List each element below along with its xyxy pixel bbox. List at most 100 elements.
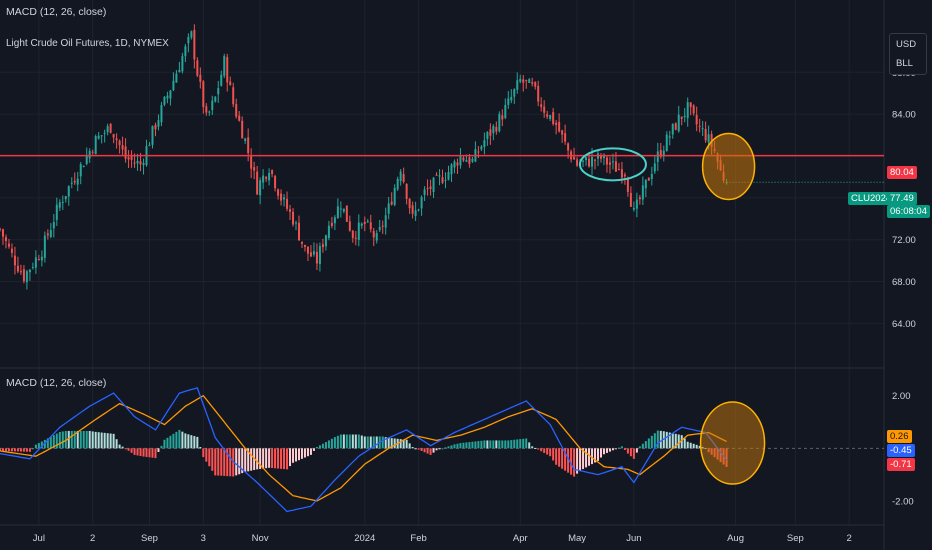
macd-histogram-bar [157,448,160,452]
candle-body [608,162,611,165]
macd-histogram-bar [109,433,112,449]
macd-histogram-bar [238,448,241,475]
macd-histogram-bar [573,448,576,477]
candle-body [617,169,620,171]
candle-body [614,161,617,172]
candle-body [698,126,701,128]
macd-histogram-bar [602,448,605,455]
candle-body [525,79,528,81]
macd-histogram-bar [76,430,79,449]
candle-body [127,157,130,160]
candle-body [549,115,552,119]
macd-histogram-bar [695,444,698,449]
candle-body [498,114,501,132]
candle-body [399,171,402,182]
macd-histogram-bar [507,440,510,449]
x-tick-label: Sep [787,533,804,544]
candle-body [196,60,199,76]
candle-body [238,115,241,121]
candle-body [217,88,220,95]
consolidation-ellipse[interactable] [578,147,647,182]
last-price-tag: 77.49 [887,192,917,205]
top-indicator-label[interactable]: MACD (12, 26, close) [6,6,107,18]
macd-histogram-bar [327,440,330,449]
macd-histogram-bar [286,448,289,470]
candle-body [250,156,253,169]
macd-pane-title[interactable]: MACD (12, 26, close) [6,377,107,389]
macd-histogram-bar [0,448,1,451]
candle-body [34,257,37,268]
macd-histogram-bar [387,437,390,449]
macd-histogram-bar [115,439,118,449]
macd-histogram-bar [372,436,375,449]
candle-body [707,134,710,143]
candle-body [375,233,378,241]
macd-histogram-bar [399,439,402,449]
macd-histogram-bar [537,448,540,450]
macd-histogram-bar [112,433,115,449]
candle-body [94,136,97,155]
candle-body [55,204,58,220]
candle-body [510,96,513,101]
macd-histogram-bar [465,442,468,449]
macd-histogram-bar [130,448,133,453]
macd-histogram-bar [208,448,211,467]
candle-body [468,157,471,164]
candle-body [277,189,280,196]
candle-body [629,192,632,207]
macd-histogram-bar [139,448,142,457]
macd-line [0,386,728,513]
currency-label: USD [896,39,917,50]
macd-line-tag: -0.45 [887,444,915,457]
macd-histogram-bar [516,439,519,449]
candle-body [486,132,489,139]
macd-histogram-bar [292,448,295,463]
macd-histogram-bar [591,448,594,465]
candle-body [591,156,594,167]
x-tick-label: 2024 [354,533,375,544]
x-tick-label: Apr [513,533,528,544]
candle-body [453,161,456,168]
candle-body [507,98,510,105]
candle-body [61,202,64,204]
candle-body [184,46,187,57]
macd-histogram-bar [312,448,315,451]
y-tick-label: 72.00 [892,235,916,246]
macd-histogram-bar [244,448,247,472]
macd-histogram-bar [432,448,435,453]
breakdown-highlight-circle[interactable] [701,132,756,201]
candle-body [247,137,250,154]
candle-body [348,221,351,231]
candle-body [309,252,312,257]
candle-body [202,81,205,107]
macd-histogram-bar [321,443,324,449]
unit-label: BLL [896,58,913,69]
macd-histogram-bar [280,448,283,469]
candle-body [558,121,561,132]
candle-body [483,140,486,148]
candle-body [283,197,286,200]
candle-body [540,104,543,107]
candle-body [623,174,626,177]
currency-unit-box[interactable]: USD BLL [889,33,927,75]
candle-body [611,161,614,163]
macd-histogram-bar [324,442,327,449]
macd-y-tick-label: -2.00 [892,496,914,507]
macd-highlight-circle[interactable] [699,401,766,485]
candle-body [387,203,390,214]
macd-histogram-bar [193,436,196,449]
macd-histogram-bar [348,434,351,449]
macd-histogram-bar [444,447,447,449]
macd-histogram-bar [635,448,638,453]
candle-body [193,29,196,60]
candle-body [211,100,214,111]
macd-histogram-bar [49,436,52,449]
candle-body [653,163,656,172]
symbol-title[interactable]: Light Crude Oil Futures, 1D, NYMEX [6,38,169,49]
candle-body [190,31,193,38]
macd-histogram-bar [555,448,558,465]
candle-body [4,237,7,241]
candle-body [121,145,124,150]
macd-histogram-bar [229,448,232,477]
